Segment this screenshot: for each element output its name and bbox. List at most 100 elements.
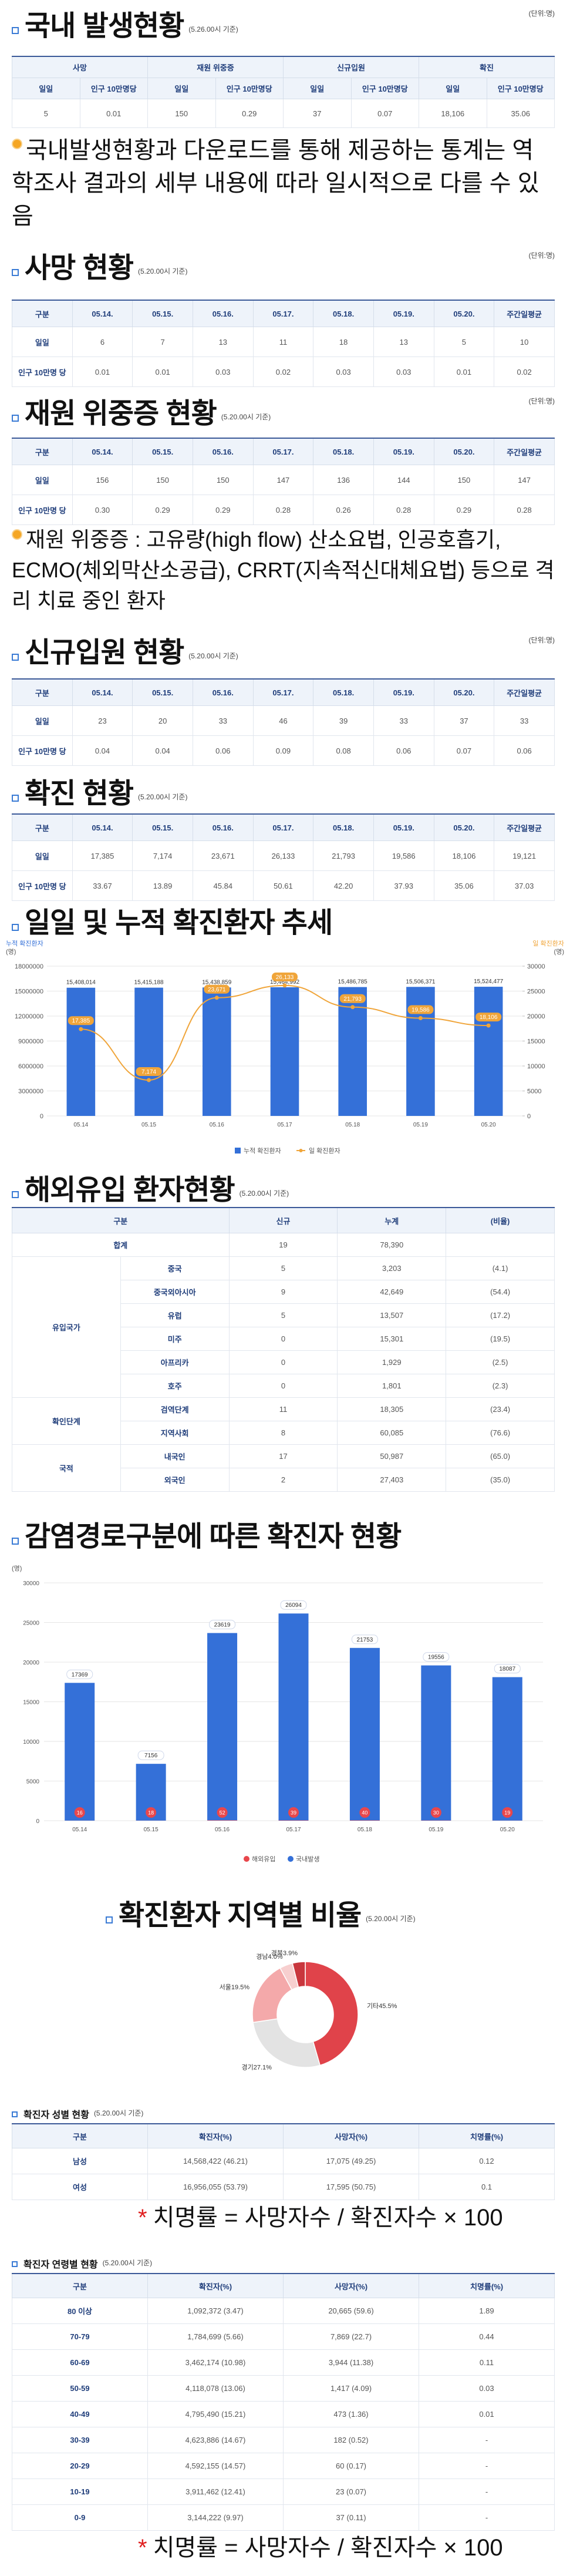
data-table: 구분 05.14. 05.15. 05.16. 05.17. 05.18. 05.19. 05… [12,300,555,387]
segment-value-label: 39 [291,1810,296,1816]
row-label: 호주 [120,1374,230,1398]
header-row: 구분 05.14. 05.15. 05.16. 05.17. 05.18. 05.19. 05… [12,813,555,841]
row-label: 50-59 [12,2375,148,2402]
bar-segment [278,1820,309,1821]
header-cell: 주간일평균 [494,813,555,841]
y-tick-label: 30000 [23,1580,39,1587]
table-row: 80 이상 1,092,372 (3.47) 20,665 (59.6) 1.89 [12,2298,555,2324]
y2-tick-label: 0 [527,1113,531,1120]
table-row: 5 0.01 150 0.29 37 0.07 18,106 35.06 [12,99,555,128]
bar-segment [278,1613,309,1821]
cell: 0.03 [192,357,254,387]
table-row: 40-49 4,795,490 (15.21) 473 (1.36) 0.01 [12,2401,555,2427]
segment-value-label: 40 [362,1810,367,1816]
line-point [486,1023,491,1028]
header-cell: 사망 [12,56,148,78]
chart: 누적 확진환자(명)일 확진환자(명)030000006000000900000… [6,939,564,1155]
header-cell: 구분 [12,2123,148,2148]
cell: 15,301 [337,1327,447,1351]
cell: 0.04 [72,735,133,766]
data-table: 구분 신규 누계 (비율) 합계 19 78,390 유입국가 중국 5 3,203 (4.1) 중국외… [12,1207,555,1492]
cell: 78,390 [337,1233,447,1257]
data-table: 사망 재원 위중증 신규입원 확진 일일 인구 10만명당 일일 인구 10만명당 일일 인구 1… [12,56,555,128]
cell: 17 [228,1444,338,1468]
row-label: 외국인 [120,1468,230,1492]
header-cell: 05.15. [132,438,193,465]
basis: (5.20.00시 기준) [137,267,188,275]
slice-value: 45.5% [379,2003,397,2010]
row-label: 일일 [12,327,73,357]
cell: 42.20 [313,870,374,901]
table-row: 인구 10만명 당 33.67 13.89 45.84 50.61 42.20 37.93 3… [12,870,555,901]
header-cell: (비율) [446,1207,555,1233]
note-mark: * [138,2535,147,2561]
cell: 0.1 [419,2174,555,2200]
heading-title: 감염경로구분에 따른 확진자 현황 [25,1521,402,1552]
y-tick-label: 9000000 [18,1038,43,1045]
legend-label: 일 확진환자 [309,1146,340,1155]
unit: (단위:명) [528,9,555,18]
section-heading: 국내 발생현황 (5.26.00시 기준) (단위:명) [12,5,555,42]
table-row: 인구 10만명 당 0.04 0.04 0.06 0.09 0.08 0.06 0.07 0.0… [12,735,555,766]
line-value-label: 26,133 [276,974,294,981]
row-label: 아프리카 [120,1350,230,1374]
heading-bullet [12,924,19,931]
slice-value: 3.9% [283,1950,298,1957]
line-point [79,1027,83,1031]
cell: - [419,2504,555,2531]
heading-bullet [12,795,19,802]
y-axis-label: 누적 확진환자 [6,940,43,947]
table-wrap: 구분 05.14. 05.15. 05.16. 05.17. 05.18. 05.19. 05… [12,813,555,901]
bar [66,987,96,1116]
heading-title: 재원 위중증 현황 [25,398,217,429]
data-table: 구분 05.14. 05.15. 05.16. 05.17. 05.18. 05.19. 05… [12,438,555,525]
bar-value-label: 15,408,014 [66,980,96,986]
note-text: 치명률 = 사망자수 / 확진자수 × 100 [153,2205,503,2231]
y-tick-label: 18000000 [15,963,43,970]
cell: 1,801 [337,1374,447,1398]
row-label: 유럽 [120,1303,230,1327]
segment-value-label: 16 [77,1810,83,1816]
heading-title: 확진자 연령별 현황 [23,2260,98,2270]
y-axis-unit: (명) [12,1565,22,1572]
segment-value-label: 52 [220,1810,225,1816]
table-row: 일일 23 20 33 46 39 33 37 33 [12,705,555,736]
slice-label: 경남4.0% [256,1953,283,1960]
row-label: 40-49 [12,2401,148,2427]
cell: 33 [192,705,254,736]
cell: 35.06 [486,99,555,128]
bar-segment [349,1820,380,1821]
cell: 3,911,462 (12.41) [147,2479,284,2505]
data-table: 구분 05.14. 05.15. 05.16. 05.17. 05.18. 05.19. 05… [12,678,555,766]
header-row: 구분 05.14. 05.15. 05.16. 05.17. 05.18. 05.19. 05… [12,678,555,706]
cell: 14,568,422 (46.21) [147,2148,284,2174]
section-heading: 확진 현황 (5.20.00시 기준) [12,772,555,809]
basis: (5.20.00시 기준) [93,2109,144,2117]
note: 재원 위중증 : 고유량(high flow) 산소요법, 인공호흡기, ECM… [12,524,555,616]
value-badge [209,1619,236,1629]
section-heading: 재원 위중증 현황 (5.20.00시 기준) (단위:명) [12,392,555,429]
cell: 0.29 [192,495,254,525]
unit: (단위:명) [528,251,555,260]
cell: 0.06 [192,735,254,766]
cell: 6 [72,327,133,357]
cell: 27,403 [337,1468,447,1492]
header-cell: 05.19. [373,813,434,841]
row-label: 검역단계 [120,1397,230,1421]
note: * 치명률 = 사망자수 / 확진자수 × 100 [12,2201,555,2234]
value-badge [204,984,230,994]
segment-value-label: 18 [148,1810,154,1816]
legend-swatch [288,1856,294,1862]
cell: 0.29 [132,495,193,525]
header-cell: 주간일평균 [494,300,555,327]
header-cell: 주간일평균 [494,678,555,706]
heading-title: 해외유입 환자현황 [25,1175,235,1206]
data-table: 구분 확진자(%) 사망자(%) 치명률(%) 남성 14,568,422 (46.21)… [12,2123,555,2200]
cell: 0.01 [79,99,148,128]
section-heading: 확진환자 지역별 비율 (5.20.00시 기준) [12,1894,555,1931]
cell: 37.03 [494,870,555,901]
note-bullet [12,529,22,540]
table-row: 유럽 5 13,507 (17.2) [12,1303,555,1327]
cell: 46 [252,705,314,736]
header-cell: 일일 [147,78,216,99]
